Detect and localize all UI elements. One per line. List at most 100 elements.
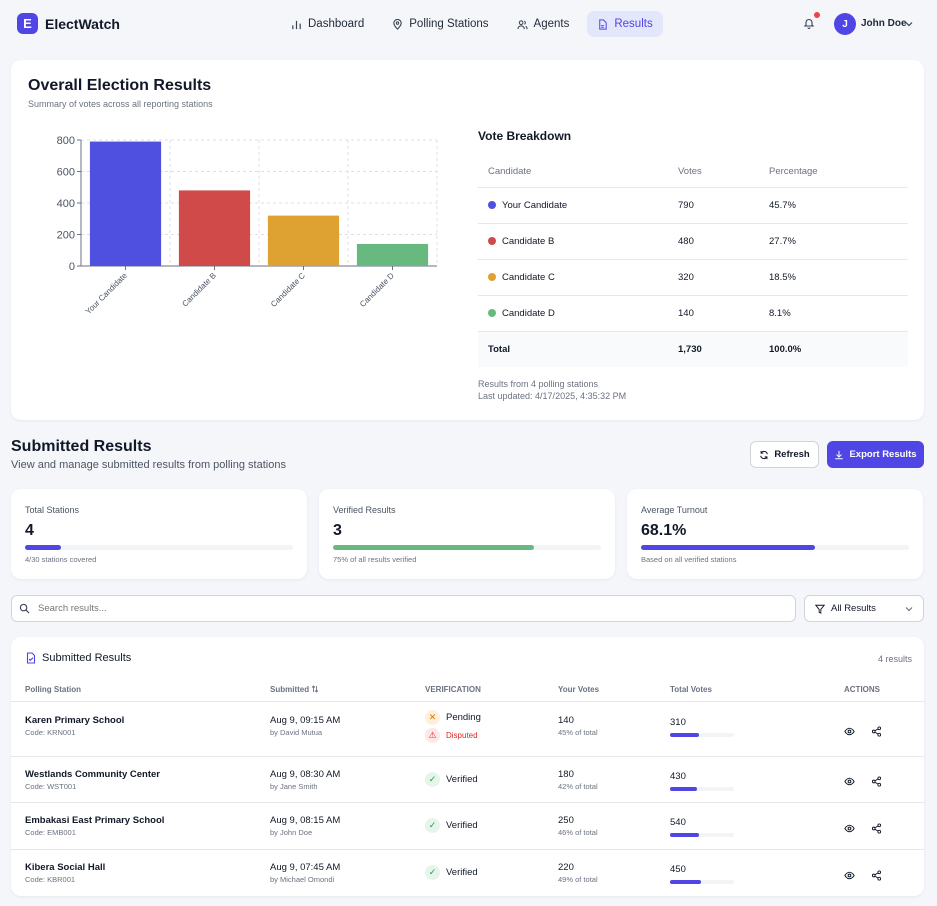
your-votes: 180 — [558, 769, 574, 780]
notification-dot — [814, 12, 820, 18]
your-votes-percent: 46% of total — [558, 828, 598, 837]
stat-value: 68.1% — [641, 522, 687, 539]
stat-progress-fill — [25, 545, 61, 550]
candidate-name: Candidate B — [502, 235, 555, 247]
submitted-by: by John Doe — [270, 828, 313, 837]
submitted-by: by Jane Smith — [270, 782, 318, 791]
share-button[interactable] — [871, 774, 882, 787]
verification-status[interactable]: ✕ Pending — [425, 710, 481, 725]
share-icon — [871, 774, 882, 787]
verification-status[interactable]: ✓ Verified — [425, 818, 478, 833]
breakdown-votes: 790 — [678, 187, 769, 224]
search-input[interactable] — [11, 595, 796, 622]
table-row[interactable]: Westlands Community Center Code: WST001 Au… — [11, 756, 924, 802]
submitted-by: by David Mutua — [270, 728, 323, 737]
verification-status[interactable]: ✓ Verified — [425, 865, 478, 880]
bar-your-candidate[interactable] — [89, 141, 162, 266]
export-label: Export Results — [849, 449, 917, 460]
view-button[interactable] — [844, 821, 855, 832]
refresh-icon — [760, 450, 769, 459]
submitted-results-table: Submitted Results 4 results Polling Stat… — [11, 637, 924, 896]
stat-progress-track — [641, 545, 909, 550]
overall-results-title: Overall Election Results — [28, 77, 212, 94]
refresh-button[interactable]: Refresh — [750, 441, 819, 468]
check-icon: ✓ — [425, 818, 440, 833]
total-percentage: 100.0% — [769, 331, 908, 367]
nav-results-label: Results — [614, 18, 653, 30]
stat-total-stations: Total Stations 4 4/30 stations covered — [11, 489, 307, 579]
share-icon — [871, 724, 882, 737]
share-button[interactable] — [871, 821, 882, 834]
search-icon — [19, 603, 30, 614]
view-button[interactable] — [844, 868, 855, 879]
nav-dashboard-label: Dashboard — [308, 18, 365, 30]
y-tick-label: 400 — [57, 198, 75, 210]
view-button[interactable] — [844, 774, 855, 786]
nav-agents[interactable]: Agents — [507, 11, 580, 37]
breakdown-row: Your Candidate 790 45.7% — [478, 187, 908, 224]
breakdown-row: Candidate C 320 18.5% — [478, 259, 908, 296]
x-tick-label: Candidate B — [180, 271, 217, 308]
status-label: Verified — [446, 820, 478, 831]
your-votes: 140 — [558, 715, 574, 726]
submitted-results-subtitle: View and manage submitted results from p… — [11, 459, 286, 471]
breakdown-candidate: Candidate B — [478, 223, 678, 260]
breakdown-candidate: Candidate D — [478, 295, 678, 332]
last-updated: Last updated: 4/17/2025, 4:35:32 PM — [478, 391, 627, 401]
breakdown-row: Candidate B 480 27.7% — [478, 223, 908, 260]
total-label: Total — [478, 331, 678, 367]
table-row[interactable]: Karen Primary School Code: KRN001 Aug 9, 0… — [11, 701, 924, 756]
brand-name[interactable]: ElectWatch — [45, 16, 120, 32]
stat-note: Based on all verified stations — [641, 555, 737, 564]
station-name[interactable]: Embakasi East Primary School — [25, 815, 165, 826]
station-name[interactable]: Karen Primary School — [25, 715, 125, 726]
nav-dashboard[interactable]: Dashboard — [281, 11, 374, 37]
bell-icon[interactable] — [803, 17, 815, 29]
user-name[interactable]: John Doe — [861, 18, 907, 29]
brand-logo[interactable]: E — [17, 13, 38, 34]
nav-results[interactable]: Results — [587, 11, 663, 37]
station-name[interactable]: Westlands Community Center — [25, 769, 160, 780]
view-button[interactable] — [844, 724, 855, 735]
y-tick-label: 0 — [69, 261, 75, 273]
col-submitted-header[interactable]: Submitted — [270, 685, 319, 694]
export-results-button[interactable]: Export Results — [827, 441, 924, 468]
total-votes-bar — [670, 880, 734, 884]
bar-candidate-c[interactable] — [267, 215, 340, 266]
nav-polling-stations[interactable]: Polling Stations — [382, 11, 498, 37]
results-filter-select[interactable]: All Results — [804, 595, 924, 622]
breakdown-candidate: Your Candidate — [478, 187, 678, 224]
top-navbar: E ElectWatch Dashboard Polling Stations … — [0, 0, 937, 48]
bar-candidate-d[interactable] — [356, 243, 429, 266]
share-icon — [871, 868, 882, 881]
breakdown-total-row: Total 1,730 100.0% — [478, 331, 908, 367]
breakdown-votes: 140 — [678, 295, 769, 332]
share-button[interactable] — [871, 868, 882, 881]
pending-x-icon: ✕ — [425, 710, 440, 725]
stat-label: Average Turnout — [641, 505, 708, 515]
table-row[interactable]: Embakasi East Primary School Code: EMB001… — [11, 802, 924, 849]
check-icon: ✓ — [425, 772, 440, 787]
candidate-name: Candidate C — [502, 271, 555, 283]
share-button[interactable] — [871, 724, 882, 737]
file-check-icon — [26, 652, 36, 664]
station-code: Code: KRN001 — [25, 728, 76, 737]
candidate-color-dot — [488, 236, 496, 245]
map-pin-icon — [393, 18, 402, 30]
stat-value: 3 — [333, 522, 342, 539]
verification-status[interactable]: ✓ Verified — [425, 772, 478, 787]
nav-polling-stations-label: Polling Stations — [409, 18, 489, 30]
total-votes: 540 — [670, 817, 686, 828]
avatar[interactable]: J — [834, 13, 856, 35]
submitted-by: by Michael Omondi — [270, 875, 335, 884]
dispute-badge[interactable]: ⚠ Disputed — [425, 728, 478, 743]
stat-label: Verified Results — [333, 505, 396, 515]
station-name[interactable]: Kibera Social Hall — [25, 862, 106, 873]
download-icon — [835, 450, 844, 459]
chevron-down-icon[interactable] — [905, 20, 913, 28]
bar-candidate-b[interactable] — [178, 190, 251, 266]
col-submitted: Submitted — [270, 685, 310, 694]
submitted-time: Aug 9, 07:45 AM — [270, 862, 341, 873]
table-title: Submitted Results — [42, 652, 132, 664]
table-row[interactable]: Kibera Social Hall Code: KBR001 Aug 9, 07:… — [11, 849, 924, 896]
